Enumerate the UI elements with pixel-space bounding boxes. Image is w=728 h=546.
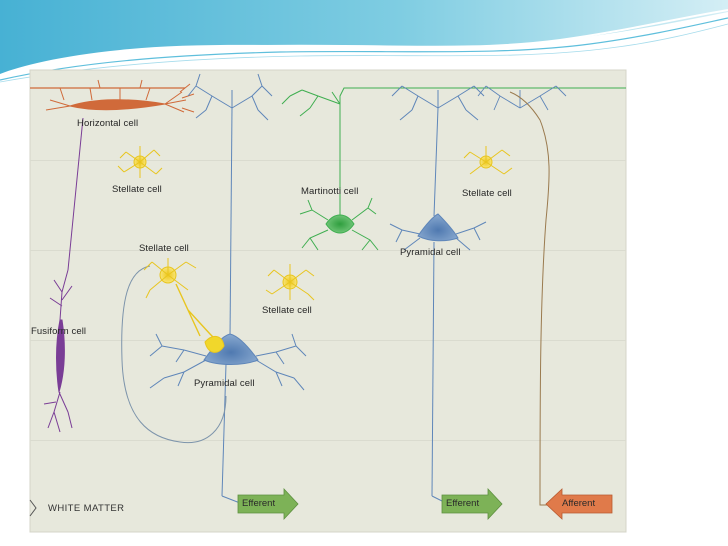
label-efferent-left: Efferent bbox=[242, 498, 276, 509]
afferent-fiber bbox=[509, 91, 610, 506]
right-dendrite-fan bbox=[477, 85, 567, 111]
label-fusiform-cell: Fusiform cell bbox=[31, 326, 87, 337]
white-matter-marker bbox=[29, 499, 37, 517]
label-white-matter: WHITE MATTER bbox=[48, 503, 125, 514]
label-efferent-right: Efferent bbox=[446, 498, 480, 509]
header-banner bbox=[0, 0, 728, 83]
left-loop-axon bbox=[121, 265, 227, 444]
stellate-center-shape bbox=[265, 264, 315, 301]
fusiform-cell-shape bbox=[43, 117, 84, 433]
label-pyramidal-right: Pyramidal cell bbox=[400, 247, 461, 258]
label-afferent: Afferent bbox=[562, 498, 596, 509]
horizontal-cell-shape bbox=[30, 79, 195, 113]
stellate-left-top-shape bbox=[117, 146, 163, 178]
label-stellate-left-mid: Stellate cell bbox=[139, 243, 189, 254]
label-stellate-center: Stellate cell bbox=[262, 305, 312, 316]
martinotti-cell-shape bbox=[281, 87, 626, 251]
stellate-right-shape bbox=[463, 146, 513, 175]
pyramidal-left-shape bbox=[149, 73, 307, 504]
figure-panel bbox=[30, 70, 626, 532]
stellate-left-mid-shape bbox=[143, 258, 225, 353]
label-stellate-left-top: Stellate cell bbox=[112, 184, 162, 195]
label-horizontal-cell: Horizontal cell bbox=[77, 118, 139, 129]
label-pyramidal-left: Pyramidal cell bbox=[194, 378, 255, 389]
efferent-arrow-left bbox=[237, 487, 299, 521]
afferent-arrow bbox=[545, 488, 613, 520]
label-stellate-right: Stellate cell bbox=[462, 188, 512, 199]
label-martinotti-cell: Martinotti cell bbox=[301, 186, 359, 197]
efferent-arrow-right bbox=[441, 487, 503, 521]
